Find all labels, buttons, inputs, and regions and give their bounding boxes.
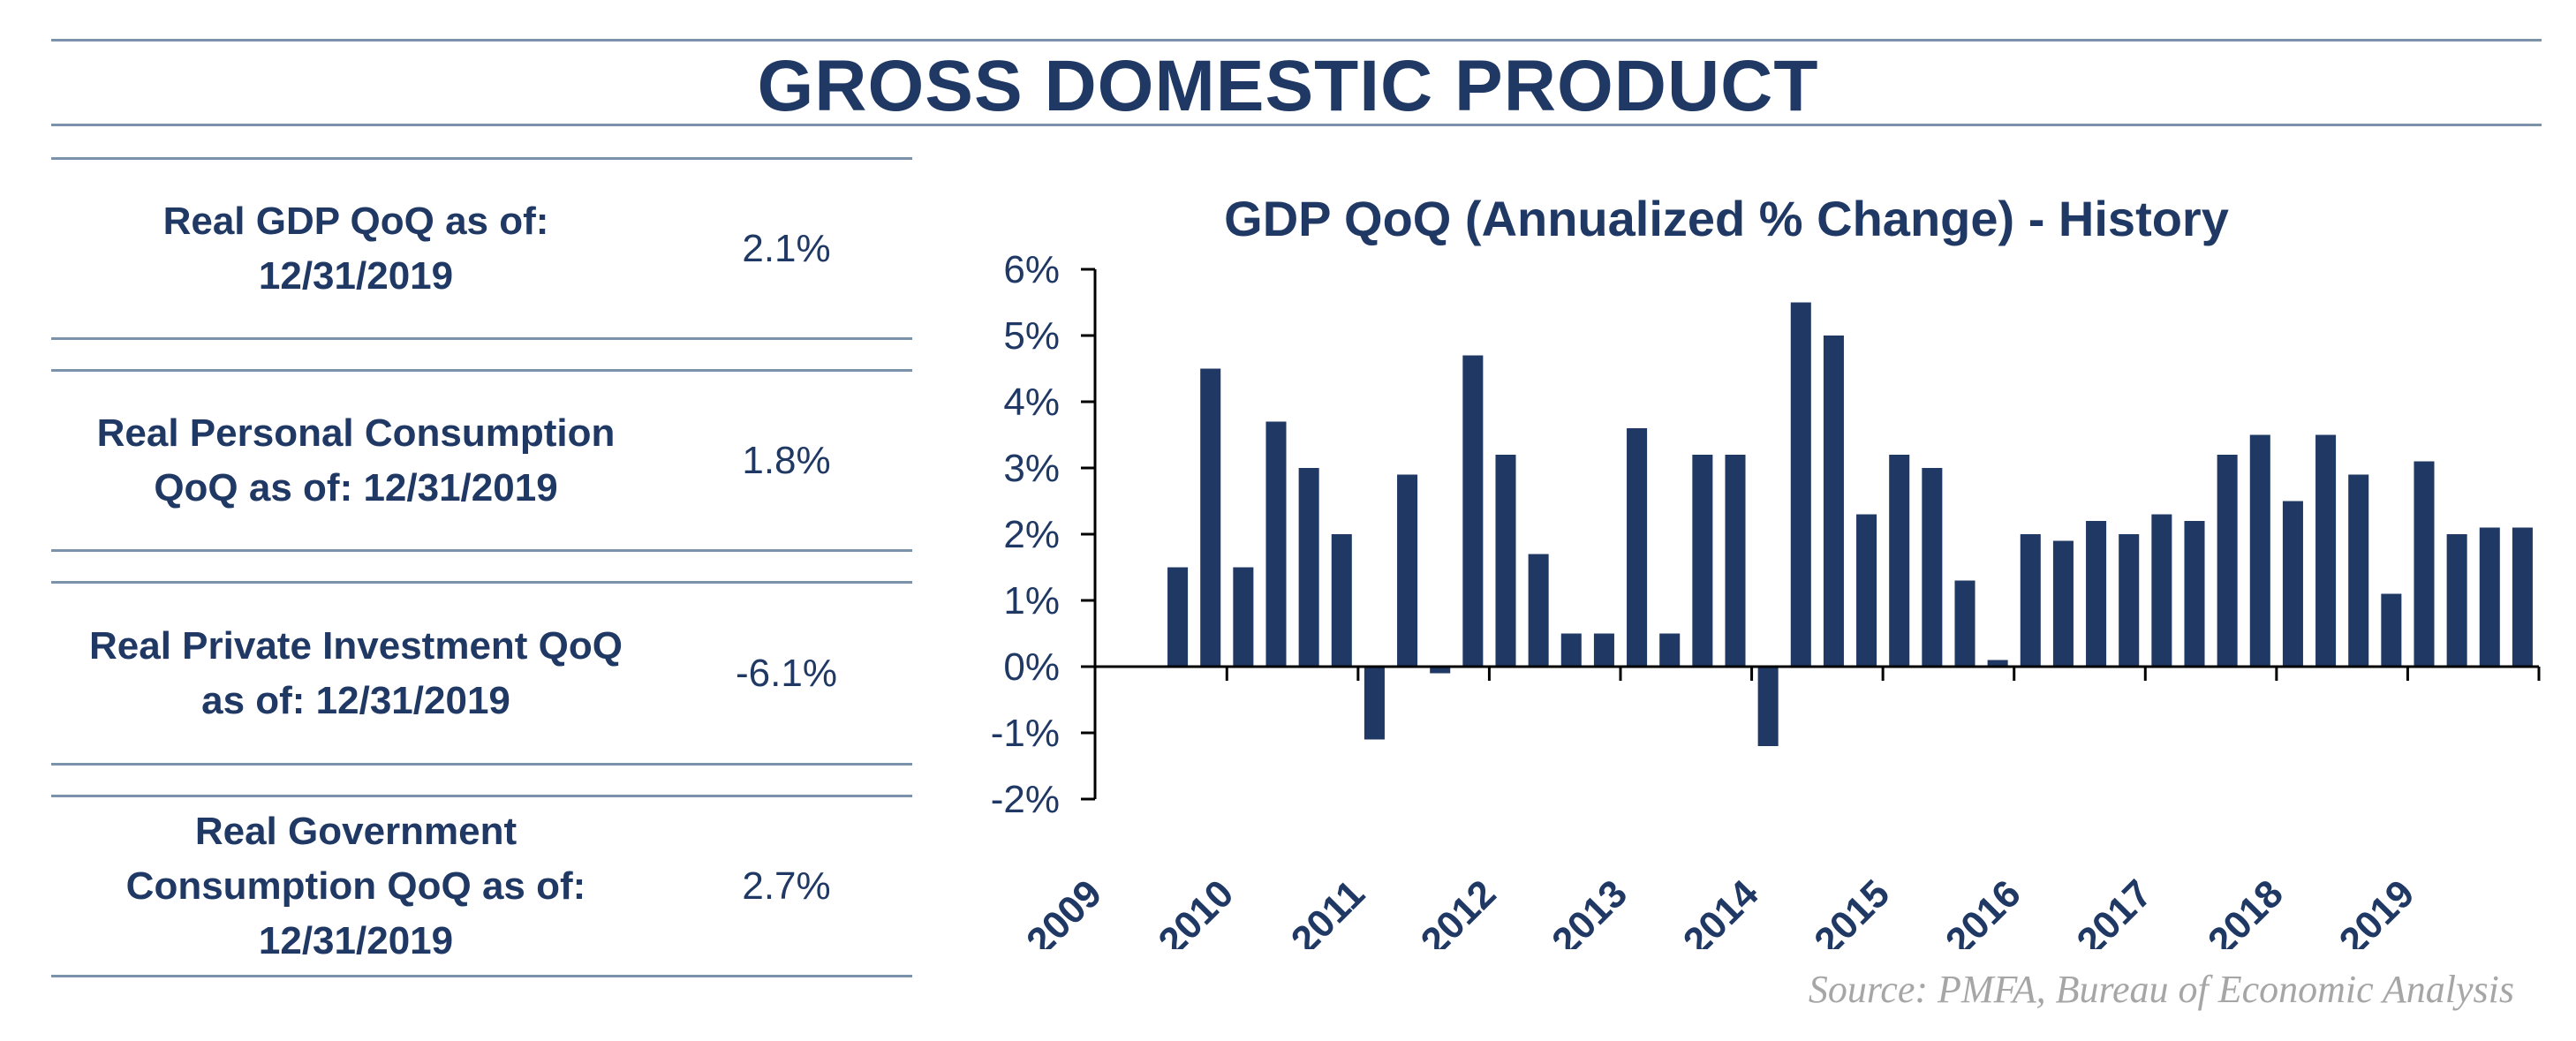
metric-rule [51, 763, 912, 766]
y-tick-label: 1% [1003, 579, 1060, 622]
bar-2019-q2 [2446, 534, 2467, 667]
bar-2013-q4 [1725, 455, 1746, 667]
x-tick-label: 2019 [2331, 871, 2423, 949]
metric-label-line: Consumption QoQ as of: [125, 864, 586, 908]
page-title: GROSS DOMESTIC PRODUCT [757, 46, 1819, 126]
metric-rule [51, 337, 912, 340]
header-top-rule [51, 39, 2542, 41]
metric-personal-consumption: Real Personal Consumption QoQ as of: 12/… [51, 372, 912, 549]
bar-2011-q3 [1430, 667, 1451, 674]
bar-2015-q2 [1922, 468, 1943, 667]
metric-label-line: Real Government [194, 809, 517, 853]
metric-value: 1.8% [742, 438, 831, 482]
x-tick-label: 2014 [1675, 871, 1767, 949]
bar-2014-q4 [1856, 514, 1877, 667]
bar-2009-q3 [1167, 567, 1189, 667]
y-tick-label: -2% [991, 778, 1060, 821]
metric-rule [51, 157, 912, 160]
bar-2015-q1 [1889, 455, 1910, 667]
bar-2014-q1 [1757, 667, 1779, 746]
bar-2017-q1 [2151, 514, 2172, 667]
metric-label-line: as of: 12/31/2019 [201, 678, 510, 722]
header-bottom-rule [51, 124, 2542, 126]
y-tick-label: 6% [1003, 248, 1060, 291]
metric-value: 2.1% [742, 226, 831, 270]
bar-2012-q3 [1560, 633, 1582, 667]
y-tick-label: 4% [1003, 381, 1060, 424]
metric-label-line: 12/31/2019 [258, 253, 454, 298]
metric-label: Real Government Consumption QoQ as of: 1… [51, 804, 661, 969]
bar-2015-q4 [1987, 660, 2008, 667]
bar-2016-q3 [2086, 521, 2107, 667]
bar-2015-q3 [1954, 580, 1975, 667]
x-tick-label: 2013 [1544, 871, 1635, 949]
bar-2011-q1 [1364, 667, 1385, 740]
metric-private-investment: Real Private Investment QoQ as of: 12/31… [51, 584, 912, 763]
metric-label: Real Personal Consumption QoQ as of: 12/… [51, 406, 661, 516]
bar-2018-q2 [2315, 434, 2337, 667]
gdp-bar-chart: 6% 5% 4% 3% 2% 1% 0% -1% -2% 2009 2010 2011 2012 2013… [991, 248, 2541, 949]
x-tick-label: 2011 [1283, 871, 1373, 949]
metric-rule [51, 549, 912, 552]
bar-2018-q3 [2348, 474, 2369, 667]
metric-government-consumption: Real Government Consumption QoQ as of: 1… [51, 797, 912, 975]
x-tick-label: 2015 [1806, 871, 1898, 949]
bar-2011-q4 [1462, 355, 1484, 667]
bar-2012-q2 [1528, 554, 1549, 667]
metric-label-line: Real GDP QoQ as of: [162, 199, 549, 243]
bar-2009-q4 [1200, 368, 1221, 667]
x-tick-label: 2018 [2200, 871, 2292, 949]
bar-2010-q1 [1233, 567, 1254, 667]
chart-title: GDP QoQ (Annualized % Change) - History [1224, 191, 2229, 246]
source-note: Source: PMFA, Bureau of Economic Analysi… [1808, 968, 2514, 1011]
metric-rule [51, 369, 912, 372]
bar-2016-q4 [2119, 534, 2140, 667]
y-tick-label: 0% [1003, 645, 1060, 689]
bar-2016-q2 [2052, 540, 2074, 667]
y-tick-label: 3% [1003, 447, 1060, 490]
bar-2014-q3 [1823, 336, 1844, 667]
metric-rule [51, 795, 912, 797]
metric-value: 2.7% [742, 864, 831, 908]
metric-label-line: Real Personal Consumption [96, 411, 616, 455]
x-tick-label: 2012 [1413, 871, 1505, 949]
y-tick-label: 5% [1003, 314, 1060, 358]
bar-2019-q3 [2479, 527, 2500, 667]
x-tick-label: 2010 [1150, 871, 1242, 949]
metric-rule [51, 581, 912, 584]
metric-rule [51, 975, 912, 977]
metric-value: -6.1% [736, 651, 837, 695]
bar-2017-q3 [2217, 455, 2238, 667]
bar-2018-q1 [2282, 501, 2303, 667]
bar-2012-q1 [1495, 455, 1516, 667]
bar-2018-q4 [2381, 593, 2402, 667]
metric-label: Real GDP QoQ as of: 12/31/2019 [51, 194, 661, 304]
bar-2010-q2 [1265, 421, 1287, 667]
y-tick-label: 2% [1003, 513, 1060, 556]
metric-label-line: QoQ as of: 12/31/2019 [154, 465, 558, 509]
bar-2017-q4 [2249, 434, 2270, 667]
bar-2016-q1 [2020, 534, 2041, 667]
x-tick-label: 2017 [2068, 871, 2160, 949]
metric-label-line: Real Private Investment QoQ [89, 623, 623, 668]
y-tick-label: -1% [991, 712, 1060, 755]
bar-2017-q2 [2184, 521, 2205, 667]
metric-real-gdp: Real GDP QoQ as of: 12/31/2019 2.1% [51, 160, 912, 337]
metric-label-line: 12/31/2019 [258, 918, 454, 962]
bar-2013-q1 [1627, 428, 1648, 667]
bar-2011-q2 [1397, 474, 1418, 667]
bar-2014-q2 [1790, 302, 1811, 667]
x-tick-label: 2016 [1938, 871, 2029, 949]
bar-2010-q3 [1298, 468, 1319, 667]
x-tick-label: 2009 [1018, 871, 1110, 949]
bar-2012-q4 [1593, 633, 1614, 667]
bar-2019-q4 [2512, 527, 2533, 667]
bar-2010-q4 [1331, 534, 1352, 667]
bar-2013-q3 [1692, 455, 1713, 667]
bar-2013-q2 [1659, 633, 1681, 667]
bar-2019-q1 [2414, 461, 2435, 667]
metric-label: Real Private Investment QoQ as of: 12/31… [51, 619, 661, 728]
